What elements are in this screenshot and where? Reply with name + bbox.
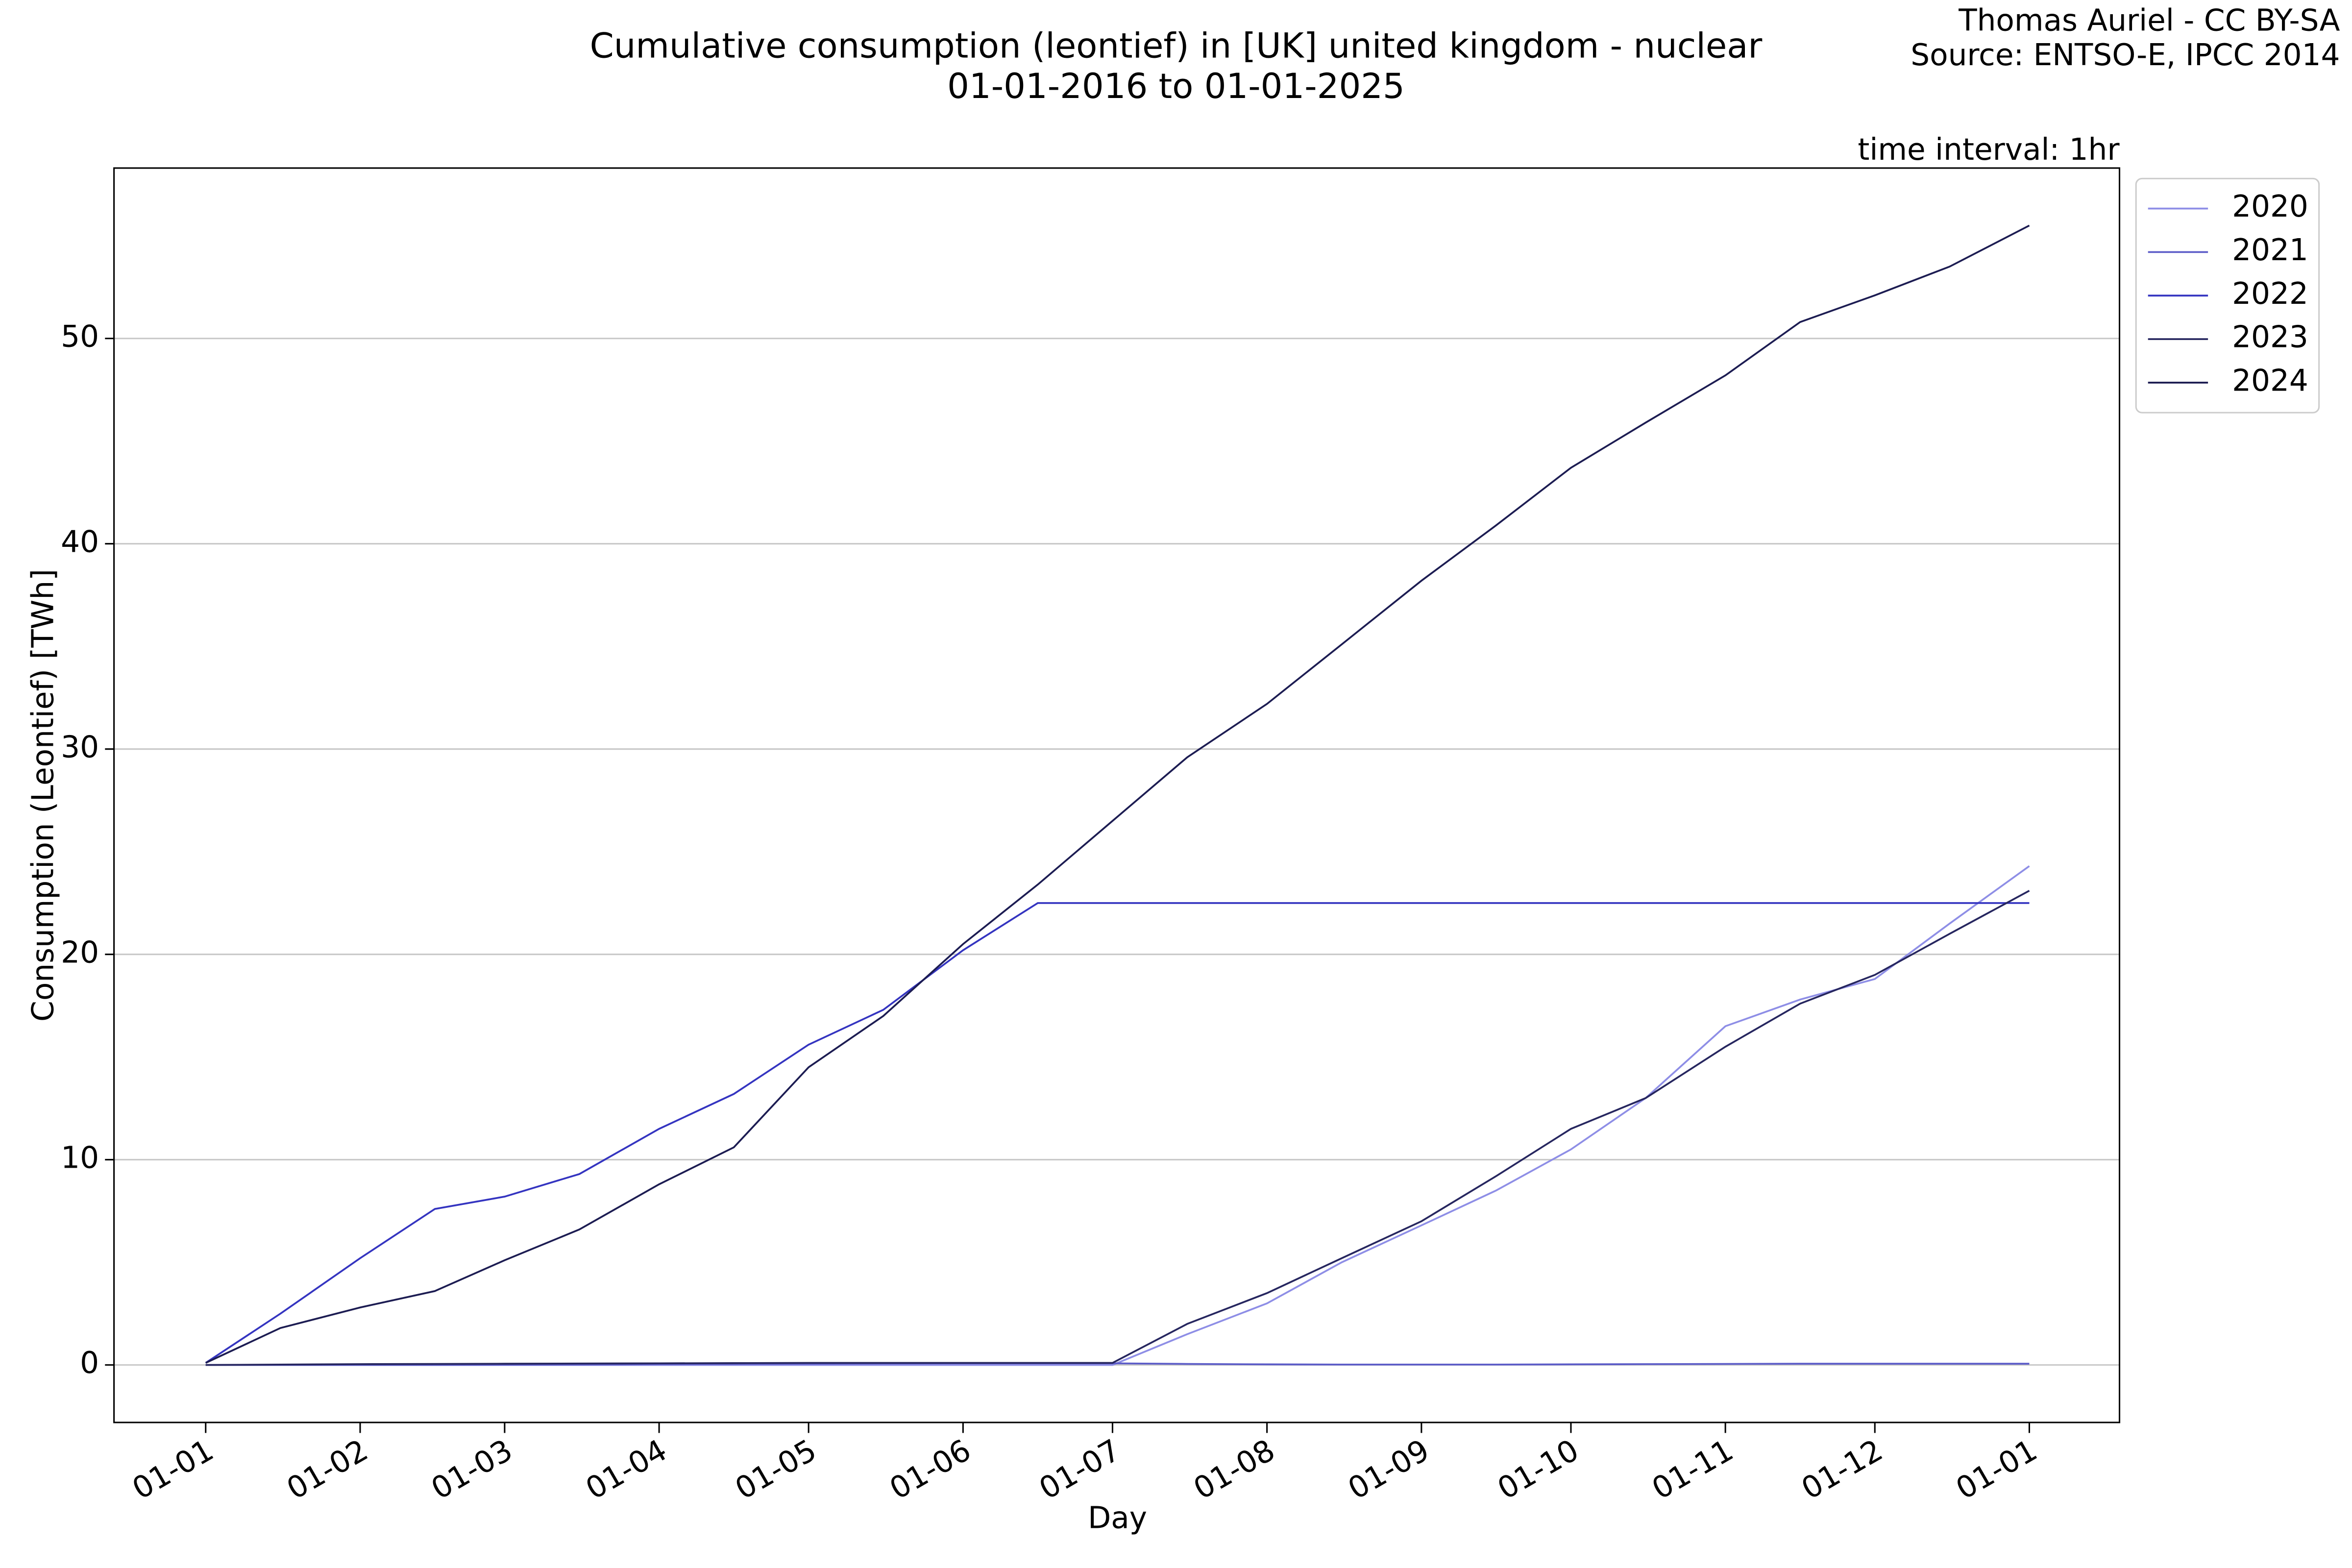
legend-label: 2022	[2232, 276, 2308, 311]
x-axis-label: Day	[1088, 1501, 1147, 1536]
y-tick-label: 10	[61, 1140, 99, 1175]
legend-box	[2135, 177, 2320, 414]
legend-label: 2020	[2232, 189, 2308, 224]
x-tick-label: 01-05	[730, 1433, 823, 1506]
x-tick-label: 01-03	[425, 1433, 518, 1506]
series-line	[205, 890, 2030, 1366]
x-tick-label: 01-11	[1646, 1433, 1740, 1506]
legend-label: 2024	[2232, 363, 2308, 398]
annotation: time interval: 1hr	[1858, 132, 2120, 167]
series-line	[205, 902, 2030, 1364]
legend-label: 2023	[2232, 320, 2308, 355]
x-tick-label: 01-10	[1492, 1433, 1585, 1506]
y-axis-label: Consumption (Leontief) [TWh]	[25, 569, 60, 1022]
y-tick-label: 50	[61, 319, 99, 354]
series-line	[205, 224, 2030, 1364]
y-tick-label: 40	[61, 524, 99, 559]
legend: 2020 2021 2022 2023 2024	[2135, 177, 2320, 414]
legend-label: 2021	[2232, 233, 2308, 268]
credit: Source: ENTSO-E, IPCC 2014	[1911, 38, 2340, 73]
plot-frame	[113, 167, 2121, 1423]
x-tick-label: 01-07	[1033, 1433, 1127, 1506]
x-tick-label: 01-04	[580, 1433, 673, 1506]
y-tick-label: 30	[61, 730, 99, 764]
x-tick-label: 01-02	[281, 1433, 374, 1506]
y-tick-label: 20	[61, 935, 99, 970]
chart-title: Cumulative consumption (leontief) in [UK…	[590, 25, 1763, 66]
x-tick-label: 01-06	[884, 1433, 977, 1506]
x-tick-label: 01-12	[1796, 1433, 1889, 1506]
y-tick-label: 0	[80, 1346, 99, 1380]
credit: Thomas Auriel - CC BY-SA	[1958, 3, 2340, 38]
x-tick-label: 01-08	[1188, 1433, 1281, 1506]
chart-subtitle: 01-01-2016 to 01-01-2025	[947, 66, 1405, 106]
x-tick-label: 01-09	[1342, 1433, 1435, 1506]
x-tick-label: 01-01	[1950, 1433, 2043, 1506]
series-line	[205, 865, 2030, 1366]
x-tick-label: 01-01	[126, 1433, 220, 1506]
